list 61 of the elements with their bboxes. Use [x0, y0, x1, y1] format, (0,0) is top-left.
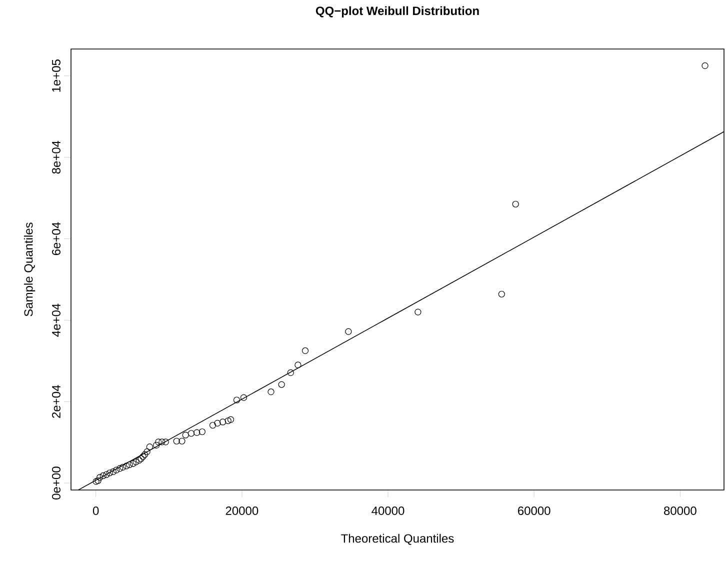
point — [209, 422, 216, 429]
point — [198, 428, 206, 436]
point — [141, 451, 148, 458]
y-tick-label: 4e+04 — [52, 304, 60, 337]
x-tick-label: 0 — [92, 506, 99, 516]
point — [123, 462, 130, 470]
point — [140, 453, 146, 460]
x-tick-label: 80000 — [664, 506, 696, 516]
point — [414, 308, 422, 316]
y-tick-label: 6e+04 — [52, 222, 60, 255]
point — [144, 448, 150, 456]
point — [182, 432, 189, 438]
point — [178, 438, 186, 444]
point — [345, 328, 352, 335]
point — [136, 456, 142, 464]
point — [224, 417, 232, 424]
point — [294, 362, 302, 368]
point — [120, 464, 126, 470]
y-tick-label: 2e+04 — [52, 385, 60, 418]
x-tick-label: 60000 — [518, 506, 550, 516]
point — [110, 468, 116, 475]
point — [287, 369, 294, 376]
point — [302, 347, 309, 354]
chart-title: QQ−plot Weibull Distribution — [316, 6, 479, 18]
point — [126, 461, 133, 468]
point — [100, 472, 106, 480]
point — [146, 444, 153, 450]
point — [194, 429, 200, 436]
point — [106, 470, 114, 476]
point — [94, 477, 102, 484]
y-tick-label: 1e+05 — [52, 60, 60, 92]
point — [240, 394, 248, 401]
point — [214, 420, 221, 427]
point — [702, 62, 708, 69]
point — [132, 458, 140, 466]
y-tick-label: 8e+04 — [52, 140, 60, 174]
point — [268, 388, 274, 396]
point — [96, 474, 104, 481]
point — [112, 466, 120, 474]
point — [155, 438, 162, 446]
point — [153, 442, 160, 448]
x-tick-label: 20000 — [226, 506, 258, 516]
point — [130, 460, 136, 467]
point — [103, 471, 110, 478]
point — [233, 396, 240, 404]
point — [219, 418, 226, 426]
point — [278, 381, 285, 388]
point — [158, 438, 166, 446]
point — [138, 455, 144, 462]
point — [498, 290, 505, 298]
x-tick-label: 40000 — [372, 506, 404, 516]
point — [512, 200, 519, 208]
point — [116, 465, 124, 472]
point — [188, 430, 195, 437]
point — [227, 416, 234, 423]
point — [173, 438, 180, 444]
point — [92, 478, 100, 485]
y-axis-title: Sample Quantiles — [24, 222, 36, 316]
x-axis-title: Theoretical Quantiles — [341, 534, 454, 545]
y-tick-label: 0e+00 — [52, 466, 60, 500]
point — [162, 438, 169, 446]
